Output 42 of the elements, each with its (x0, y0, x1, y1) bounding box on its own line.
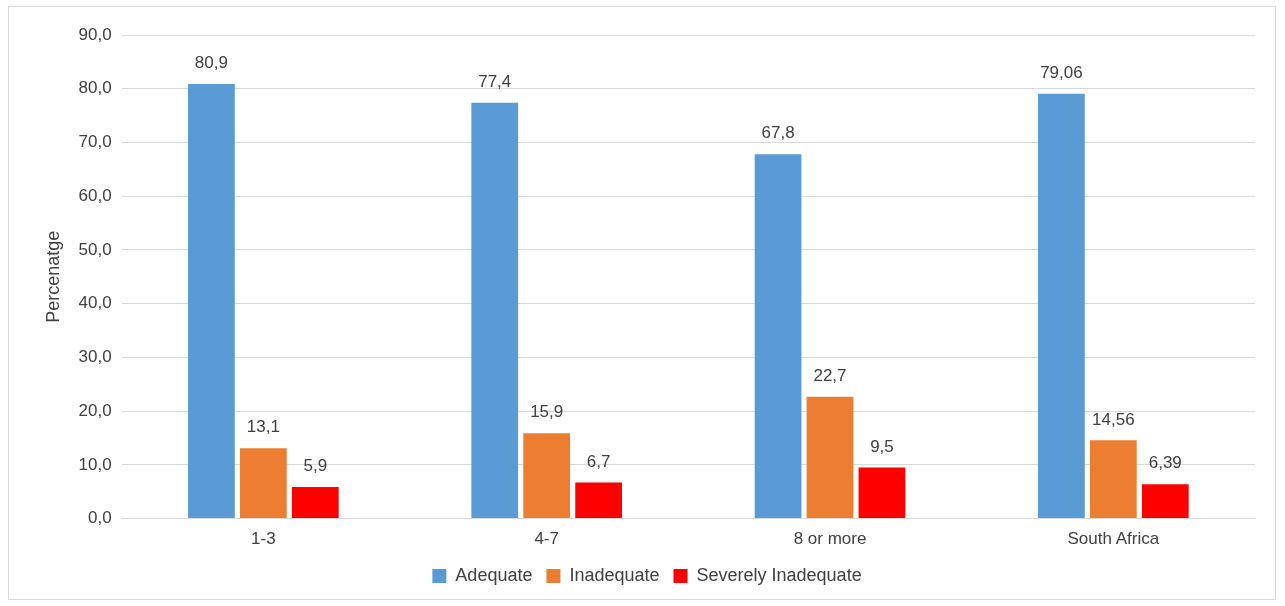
legend-label: Inadequate (569, 564, 660, 585)
data-label: 80,9 (194, 53, 228, 73)
x-tick-label: 8 or more (793, 529, 867, 549)
data-label: 6,39 (1148, 453, 1182, 473)
y-tick-label: 0,0 (88, 508, 112, 528)
data-label: 22,7 (813, 365, 847, 385)
bar (754, 154, 802, 519)
bar (239, 448, 287, 519)
legend-label: Adequate (455, 564, 533, 585)
bar (188, 83, 235, 519)
y-tick-label: 20,0 (78, 400, 112, 420)
y-tick-label: 90,0 (78, 24, 112, 44)
y-tick-label: 70,0 (78, 132, 112, 152)
data-label: 5,9 (303, 456, 328, 476)
data-label: 6,7 (586, 451, 611, 471)
data-label: 77,4 (478, 71, 512, 91)
y-tick-label: 10,0 (78, 454, 112, 474)
data-label: 14,56 (1092, 409, 1135, 429)
data-label: 9,5 (870, 436, 894, 456)
x-tick-label: 4-7 (534, 529, 559, 549)
bar (523, 433, 571, 519)
x-tick-label: 1-3 (251, 529, 276, 549)
bar (575, 482, 622, 519)
y-tick-label: 80,0 (78, 78, 112, 98)
data-label: 79,06 (1040, 62, 1083, 82)
bar (471, 102, 519, 519)
y-tick-label: 30,0 (78, 347, 112, 367)
bar (858, 467, 906, 519)
y-tick-label: 40,0 (78, 293, 112, 313)
y-axis-title: Percenatge (42, 230, 63, 323)
bar (291, 486, 339, 519)
data-label: 13,1 (246, 417, 280, 437)
data-label: 15,9 (530, 402, 564, 422)
bar (1141, 484, 1189, 519)
bar (806, 396, 854, 519)
bar (1038, 93, 1085, 519)
bar (1089, 440, 1137, 519)
y-tick-label: 50,0 (78, 239, 112, 259)
legend-label: Severely Inadequate (696, 564, 862, 585)
x-tick-label: South Africa (1067, 529, 1160, 549)
data-label: 67,8 (761, 123, 795, 143)
y-tick-label: 60,0 (78, 185, 112, 205)
